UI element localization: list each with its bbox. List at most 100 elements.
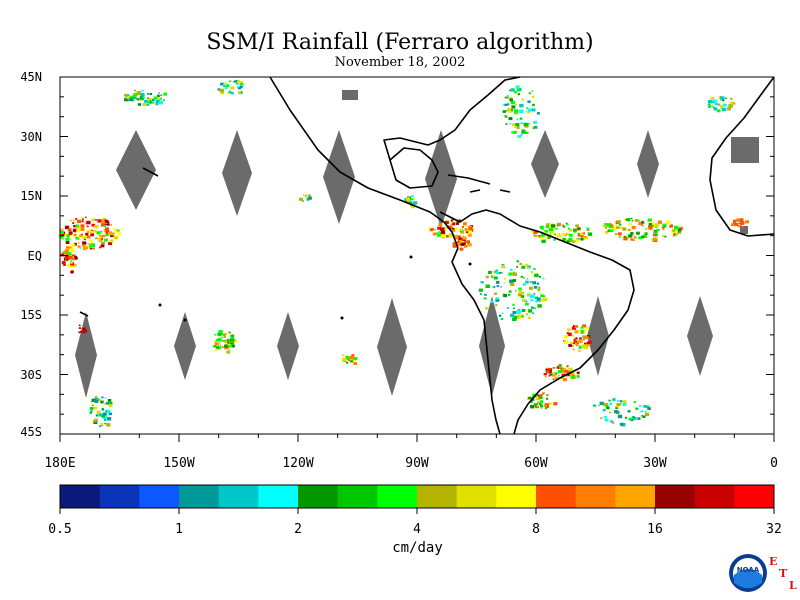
rain-cell: [578, 345, 581, 347]
rain-cell: [147, 93, 149, 95]
coastline: [447, 174, 491, 185]
rain-cell: [215, 338, 219, 342]
rain-cell: [228, 343, 231, 346]
rain-cell: [130, 95, 133, 97]
colorbar-tick-32: 32: [766, 522, 782, 537]
rain-cell: [446, 219, 449, 222]
rain-cell: [572, 348, 575, 351]
rain-cell: [228, 90, 232, 93]
rain-cell: [540, 299, 543, 302]
rain-cell: [525, 131, 529, 134]
coastline: [709, 76, 775, 237]
rain-cell: [125, 94, 130, 98]
rain-cell: [134, 89, 137, 92]
rain-cell: [505, 110, 508, 112]
rain-cell: [603, 402, 608, 407]
rain-cell: [617, 414, 623, 419]
rain-cell: [493, 276, 498, 280]
rain-cell: [141, 95, 145, 98]
rain-cell: [515, 103, 518, 106]
lat-label-15s: 15S: [20, 308, 42, 322]
rain-cell: [308, 196, 312, 200]
rain-cell: [604, 418, 609, 422]
rain-cell: [64, 249, 69, 253]
rain-cell: [552, 373, 557, 377]
rain-cell: [564, 369, 569, 374]
rain-cell: [449, 227, 452, 230]
rain-cell: [458, 237, 462, 240]
rain-cell: [410, 204, 415, 209]
rain-cell: [536, 282, 540, 285]
rain-cell: [532, 281, 537, 285]
rain-cell: [545, 397, 549, 400]
rain-cell: [575, 343, 578, 346]
rain-cell: [636, 231, 640, 235]
rain-cell: [530, 299, 534, 302]
rain-cell: [511, 131, 514, 134]
rain-cell: [619, 400, 623, 403]
rain-cell: [669, 224, 673, 228]
rain-cell: [529, 281, 532, 283]
rain-cell: [78, 324, 81, 327]
rain-cell: [539, 276, 541, 278]
rain-cell: [674, 225, 679, 230]
rain-cell: [115, 229, 118, 231]
rain-cell: [508, 89, 511, 92]
rain-cell: [568, 229, 572, 232]
rain-cell: [536, 297, 541, 301]
rain-cell: [225, 343, 227, 346]
rain-cell: [537, 401, 540, 403]
coastline: [269, 76, 459, 249]
rain-cell: [737, 225, 741, 228]
rain-cell: [522, 283, 526, 286]
rain-cell: [622, 227, 627, 231]
rain-cell: [559, 364, 562, 366]
rain-cell: [73, 243, 77, 246]
rain-patches: [58, 79, 749, 428]
rain-cell: [541, 228, 544, 230]
colorbar-swatch: [298, 485, 339, 508]
rain-cell: [539, 400, 544, 403]
rain-cell: [303, 194, 305, 196]
rain-cell: [91, 229, 93, 231]
rain-cell: [554, 233, 556, 236]
lat-label-45s: 45S: [20, 425, 42, 439]
rain-cell: [467, 242, 470, 245]
rain-cell: [645, 228, 648, 230]
rain-cell: [627, 228, 631, 232]
rain-cell: [578, 346, 582, 349]
rain-cell: [142, 102, 147, 107]
rain-cell: [568, 367, 573, 371]
rain-cell: [498, 314, 502, 317]
no-data-patch: [740, 226, 748, 234]
rain-cell: [65, 237, 70, 241]
rain-cell: [707, 100, 712, 104]
rain-cell: [539, 300, 541, 302]
colorbar-tick-8: 8: [532, 522, 540, 537]
rain-cell: [576, 371, 580, 374]
rain-cell: [548, 375, 551, 377]
rain-cell: [569, 374, 572, 376]
rain-cell: [630, 238, 634, 241]
rain-cell: [345, 355, 350, 359]
etl-letter-t: T: [779, 567, 788, 580]
rain-cell: [567, 227, 571, 230]
rain-cell: [515, 123, 520, 127]
rain-cell: [147, 97, 152, 102]
rain-cell: [712, 106, 715, 109]
rain-cell: [218, 342, 221, 344]
rain-cell: [438, 223, 443, 227]
rain-cell: [516, 88, 521, 92]
rain-cell: [608, 399, 611, 402]
colorbar-tick-16: 16: [647, 522, 663, 537]
rain-cell: [214, 342, 219, 346]
rain-cell: [616, 226, 620, 229]
rain-cell: [536, 394, 539, 396]
rain-cell: [456, 241, 458, 244]
rain-cell: [432, 232, 437, 236]
etl-letter-l: L: [789, 579, 797, 592]
rain-cell: [528, 309, 533, 313]
rain-cell: [544, 375, 547, 378]
rain-cell: [707, 105, 711, 108]
rain-cell: [132, 93, 135, 95]
